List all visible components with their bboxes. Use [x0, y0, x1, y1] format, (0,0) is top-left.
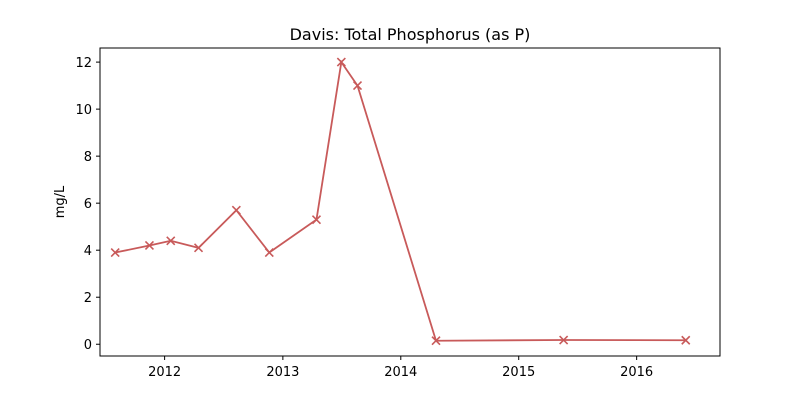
x-tick-label: 2012 — [148, 365, 181, 380]
chart-title: Davis: Total Phosphorus (as P) — [290, 25, 531, 44]
x-tick-label: 2013 — [266, 365, 299, 380]
data-point-marker — [110, 247, 120, 258]
data-point-marker — [193, 243, 204, 253]
series-layer — [110, 57, 691, 346]
x-tick-label: 2015 — [502, 365, 535, 380]
data-point-marker — [231, 205, 241, 215]
y-tick-label: 6 — [84, 197, 92, 212]
data-point-marker — [264, 247, 274, 258]
data-point-marker — [681, 335, 691, 345]
plot-frame — [99, 47, 721, 357]
data-point-marker — [144, 240, 154, 251]
x-tick-label: 2014 — [384, 365, 417, 380]
data-point-marker — [336, 57, 346, 67]
data-point-marker — [431, 336, 441, 346]
data-point-marker — [352, 81, 363, 91]
y-axis-label: mg/L — [53, 185, 68, 218]
x-tick-label: 2016 — [620, 365, 653, 380]
data-point-marker — [311, 215, 322, 225]
data-point-marker — [559, 335, 569, 345]
y-tick-label: 0 — [84, 338, 92, 353]
series-line — [114, 59, 686, 342]
y-tick-label: 10 — [75, 103, 92, 118]
y-axis: 0 2 4 6 8 10 12 — [75, 56, 100, 353]
data-point-marker — [166, 236, 176, 246]
y-tick-label: 2 — [84, 291, 92, 306]
x-axis: 2012 2013 2014 2015 2016 — [148, 356, 653, 380]
plot-area — [99, 47, 721, 357]
y-tick-label: 12 — [75, 56, 92, 71]
y-tick-label: 8 — [84, 150, 92, 165]
y-tick-label: 4 — [84, 244, 92, 259]
